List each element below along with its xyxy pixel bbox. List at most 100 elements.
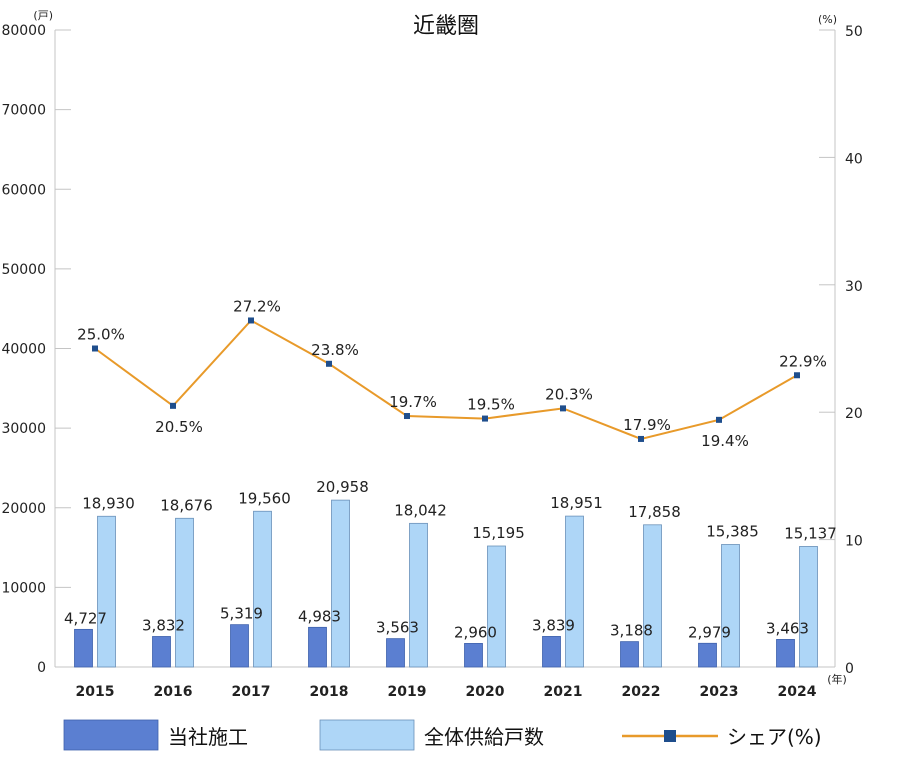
- x-tick-label: 2016: [154, 684, 193, 700]
- right-tick-label: 10: [845, 534, 863, 550]
- bar-company-label: 3,839: [532, 616, 575, 634]
- x-tick-label: 2021: [544, 684, 583, 700]
- bar-company: [776, 639, 795, 668]
- bar-total: [643, 524, 662, 668]
- legend-label-company: 当社施工: [168, 725, 248, 749]
- x-tick-label: 2024: [778, 684, 817, 700]
- bar-total: [97, 515, 116, 668]
- share-marker: [404, 413, 410, 420]
- bar-company: [74, 628, 93, 668]
- right-tick-label: 20: [845, 406, 863, 422]
- x-tick-label: 2020: [466, 684, 505, 700]
- legend-swatch-total: [319, 719, 415, 751]
- bar-company-label: 5,319: [220, 605, 263, 623]
- x-tick-label: 2022: [622, 684, 661, 700]
- bar-company-label: 3,832: [142, 616, 185, 634]
- x-tick-label: 2015: [76, 684, 115, 700]
- bar-total-label: 15,385: [706, 522, 759, 540]
- left-tick-label: 50000: [1, 262, 46, 278]
- share-line-path: [94, 319, 798, 441]
- bar-company: [464, 643, 483, 668]
- left-tick-label: 60000: [1, 182, 46, 198]
- bar-company: [620, 641, 639, 668]
- x-tick-label: 2023: [700, 684, 739, 700]
- share-label: 23.8%: [311, 341, 359, 359]
- share-label: 20.5%: [155, 418, 203, 436]
- bar-total-label: 17,858: [628, 503, 681, 521]
- share-label: 19.7%: [389, 393, 437, 411]
- bar-total-label: 18,676: [160, 496, 213, 514]
- left-tick-label: 20000: [1, 501, 46, 517]
- bar-company: [698, 642, 717, 668]
- right-tick-label: 40: [845, 151, 863, 167]
- bar-company: [230, 624, 249, 668]
- legend-label-share: シェア(%): [727, 725, 822, 749]
- bar-total: [331, 499, 350, 668]
- right-tick-label: 30: [845, 279, 863, 295]
- bar-total: [721, 544, 740, 668]
- bar-total-label: 15,195: [472, 524, 525, 542]
- legend-swatch-share-marker: [664, 730, 676, 742]
- bar-company-label: 3,463: [766, 619, 809, 637]
- x-tick-label: 2019: [388, 684, 427, 700]
- legend: 当社施工 全体供給戸数 シェア(%): [63, 719, 822, 751]
- legend-label-total: 全体供給戸数: [424, 725, 544, 749]
- left-tick-label: 40000: [1, 342, 46, 358]
- left-tick-label: 10000: [1, 580, 46, 596]
- bar-company-label: 4,727: [64, 609, 107, 627]
- bar-total: [487, 545, 506, 668]
- left-tick-label: 0: [37, 660, 46, 676]
- left-tick-label: 30000: [1, 421, 46, 437]
- chart-title: 近畿圏: [413, 14, 479, 39]
- bars: [74, 499, 818, 668]
- share-marker: [716, 416, 722, 423]
- bar-company: [152, 636, 171, 668]
- share-line: [92, 317, 800, 442]
- bar-total: [175, 517, 194, 668]
- share-label: 19.4%: [701, 432, 749, 450]
- x-axis-unit: (年): [827, 672, 847, 686]
- bar-company: [542, 636, 561, 668]
- bar-total: [799, 546, 818, 668]
- left-tick-label: 70000: [1, 103, 46, 119]
- x-tick-label: 2017: [232, 684, 271, 700]
- axes: 0 10000 20000 30000 40000 50000 60000 70000 8000…: [1, 9, 862, 700]
- bar-company-label: 2,979: [688, 623, 731, 641]
- bar-company: [308, 626, 327, 668]
- bar-total: [565, 515, 584, 668]
- data-labels: 4,727 18,930 3,832 18,676 5,319 19,560 4,983 20…: [64, 297, 837, 641]
- bar-total-label: 18,930: [82, 494, 135, 512]
- bar-total-label: 18,042: [394, 501, 447, 519]
- share-marker: [560, 405, 566, 412]
- share-label: 20.3%: [545, 385, 593, 403]
- bar-company-label: 3,188: [610, 622, 653, 640]
- x-tick-label: 2018: [310, 684, 349, 700]
- bar-total-label: 19,560: [238, 489, 291, 507]
- share-label: 22.9%: [779, 352, 827, 370]
- bar-company-label: 4,983: [298, 607, 341, 625]
- share-marker: [92, 345, 98, 352]
- bar-total: [253, 510, 272, 668]
- legend-swatch-company: [63, 719, 159, 751]
- share-label: 25.0%: [77, 326, 125, 344]
- bar-company-label: 2,960: [454, 623, 497, 641]
- share-marker: [482, 415, 488, 422]
- bar-company-label: 3,563: [376, 619, 419, 637]
- share-label: 17.9%: [623, 416, 671, 434]
- bar-total-label: 18,951: [550, 494, 603, 512]
- share-marker: [794, 372, 800, 379]
- left-axis-unit: (戸): [33, 9, 53, 22]
- right-tick-label: 0: [845, 661, 854, 677]
- bar-total-label: 15,137: [784, 524, 837, 542]
- share-marker: [326, 360, 332, 367]
- bar-total-label: 20,958: [316, 478, 369, 496]
- share-marker: [248, 317, 254, 324]
- left-tick-label: 80000: [1, 23, 46, 39]
- right-tick-label: 50: [845, 24, 863, 40]
- right-axis-unit: (%): [818, 13, 837, 26]
- share-marker: [638, 435, 644, 442]
- share-label: 27.2%: [233, 297, 281, 315]
- share-marker: [170, 402, 176, 409]
